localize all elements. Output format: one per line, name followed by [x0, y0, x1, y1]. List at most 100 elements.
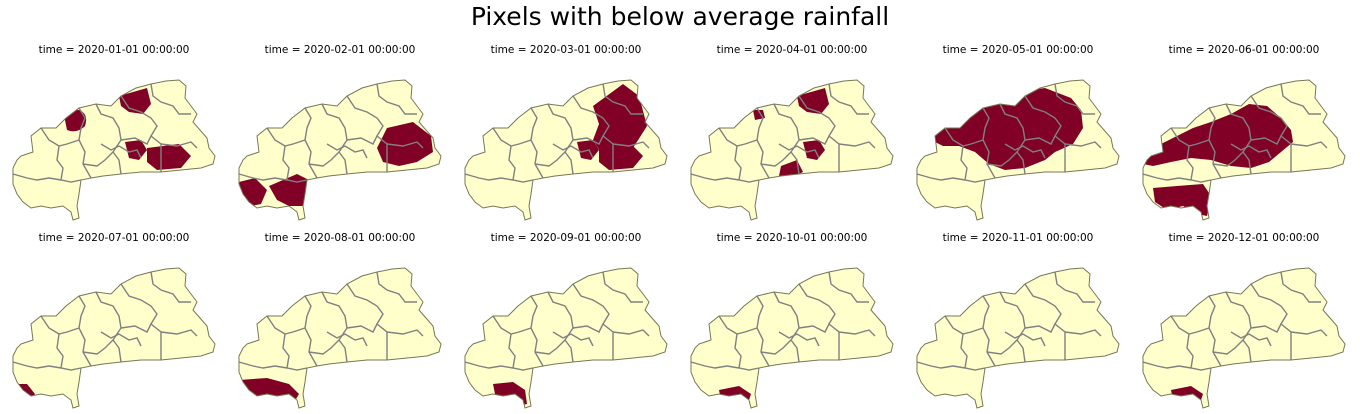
- region-border: [986, 151, 1018, 167]
- country-map: [690, 267, 894, 409]
- map-panel-12: time = 2020-12-01 00:00:00: [1131, 232, 1357, 410]
- region-border: [690, 361, 760, 371]
- region-border: [572, 283, 614, 360]
- region-border: [828, 271, 869, 303]
- region-border: [386, 141, 424, 149]
- region-border: [1225, 103, 1252, 175]
- panel-title: time = 2020-11-01 00:00:00: [942, 232, 1094, 244]
- country-outline: [690, 79, 894, 221]
- region-border: [760, 339, 792, 355]
- region-border: [308, 339, 340, 355]
- region-border: [508, 145, 516, 181]
- region-border: [508, 333, 516, 369]
- below-average-region: [1153, 184, 1211, 216]
- region-border: [346, 95, 388, 172]
- region-border: [773, 291, 800, 363]
- country-outline: [12, 267, 216, 409]
- region-border: [547, 291, 574, 363]
- panel-title: time = 2020-07-01 00:00:00: [38, 232, 190, 244]
- map-panel-8: time = 2020-08-01 00:00:00: [227, 232, 453, 410]
- region-border: [572, 95, 614, 172]
- region-border: [1230, 143, 1272, 159]
- figure-title: Pixels with below average rainfall: [470, 2, 890, 31]
- region-border: [1212, 339, 1244, 355]
- map-panel-1: time = 2020-01-01 00:00:00: [1, 44, 227, 222]
- region-border: [100, 143, 142, 159]
- below-average-region: [119, 88, 151, 114]
- region-border: [464, 361, 534, 371]
- country-map: [916, 79, 1120, 221]
- region-border: [464, 173, 534, 183]
- region-border: [238, 361, 308, 371]
- region-border: [602, 271, 643, 303]
- map-panel-10: time = 2020-10-01 00:00:00: [679, 232, 905, 410]
- region-border: [612, 141, 650, 149]
- region-border: [321, 291, 348, 363]
- region-border: [1250, 135, 1282, 145]
- region-border: [1250, 95, 1292, 172]
- country-outline: [464, 267, 668, 409]
- region-border: [602, 83, 643, 115]
- region-border: [120, 95, 162, 172]
- map-panel-4: time = 2020-04-01 00:00:00: [679, 44, 905, 222]
- region-border: [1024, 323, 1056, 333]
- region-border: [534, 339, 566, 355]
- region-border: [82, 339, 114, 355]
- panel-title: time = 2020-01-01 00:00:00: [38, 44, 190, 56]
- region-border: [1004, 331, 1046, 347]
- map-panel-2: time = 2020-02-01 00:00:00: [227, 44, 453, 222]
- region-border: [552, 331, 594, 347]
- country-outline: [238, 267, 442, 409]
- region-border: [999, 291, 1026, 363]
- panel-title: time = 2020-05-01 00:00:00: [942, 44, 1094, 56]
- below-average-region: [1175, 300, 1189, 312]
- region-border: [960, 333, 968, 369]
- map-panel-11: time = 2020-11-01 00:00:00: [905, 232, 1131, 410]
- region-border: [82, 151, 114, 167]
- panel-title: time = 2020-06-01 00:00:00: [1168, 44, 1320, 56]
- region-border: [773, 103, 800, 175]
- country-map: [690, 79, 894, 221]
- region-border: [120, 283, 162, 360]
- region-border: [552, 143, 594, 159]
- panel-title: time = 2020-08-01 00:00:00: [264, 232, 416, 244]
- region-border: [56, 145, 64, 181]
- below-average-region: [797, 88, 829, 114]
- region-border: [778, 143, 820, 159]
- below-average-region: [239, 174, 309, 206]
- region-border: [95, 103, 122, 175]
- region-border: [760, 151, 792, 167]
- map-panel-5: time = 2020-05-01 00:00:00: [905, 44, 1131, 222]
- region-border: [56, 333, 64, 369]
- region-border: [12, 361, 82, 371]
- region-border: [1290, 329, 1328, 337]
- country-outline: [690, 267, 894, 409]
- country-map: [12, 267, 216, 409]
- region-border: [572, 323, 604, 333]
- region-border: [916, 361, 986, 371]
- below-average-region: [599, 144, 643, 170]
- region-border: [999, 103, 1026, 175]
- region-border: [1230, 331, 1272, 347]
- region-border: [346, 135, 378, 145]
- region-border: [778, 331, 820, 347]
- region-border: [547, 103, 574, 175]
- region-border: [960, 145, 968, 181]
- panel-title: time = 2020-02-01 00:00:00: [264, 44, 416, 56]
- region-border: [150, 83, 191, 115]
- region-border: [1064, 329, 1102, 337]
- region-border: [798, 135, 830, 145]
- panel-title: time = 2020-09-01 00:00:00: [490, 232, 642, 244]
- region-border: [612, 329, 650, 337]
- region-border: [838, 141, 876, 149]
- region-border: [734, 333, 742, 369]
- region-border: [150, 271, 191, 303]
- region-border: [1186, 145, 1194, 181]
- region-border: [238, 173, 308, 183]
- country-outline: [1142, 79, 1346, 221]
- region-border: [1064, 141, 1102, 149]
- map-panel-3: time = 2020-03-01 00:00:00: [453, 44, 679, 222]
- region-border: [282, 145, 290, 181]
- region-border: [734, 145, 742, 181]
- below-average-region: [377, 122, 433, 166]
